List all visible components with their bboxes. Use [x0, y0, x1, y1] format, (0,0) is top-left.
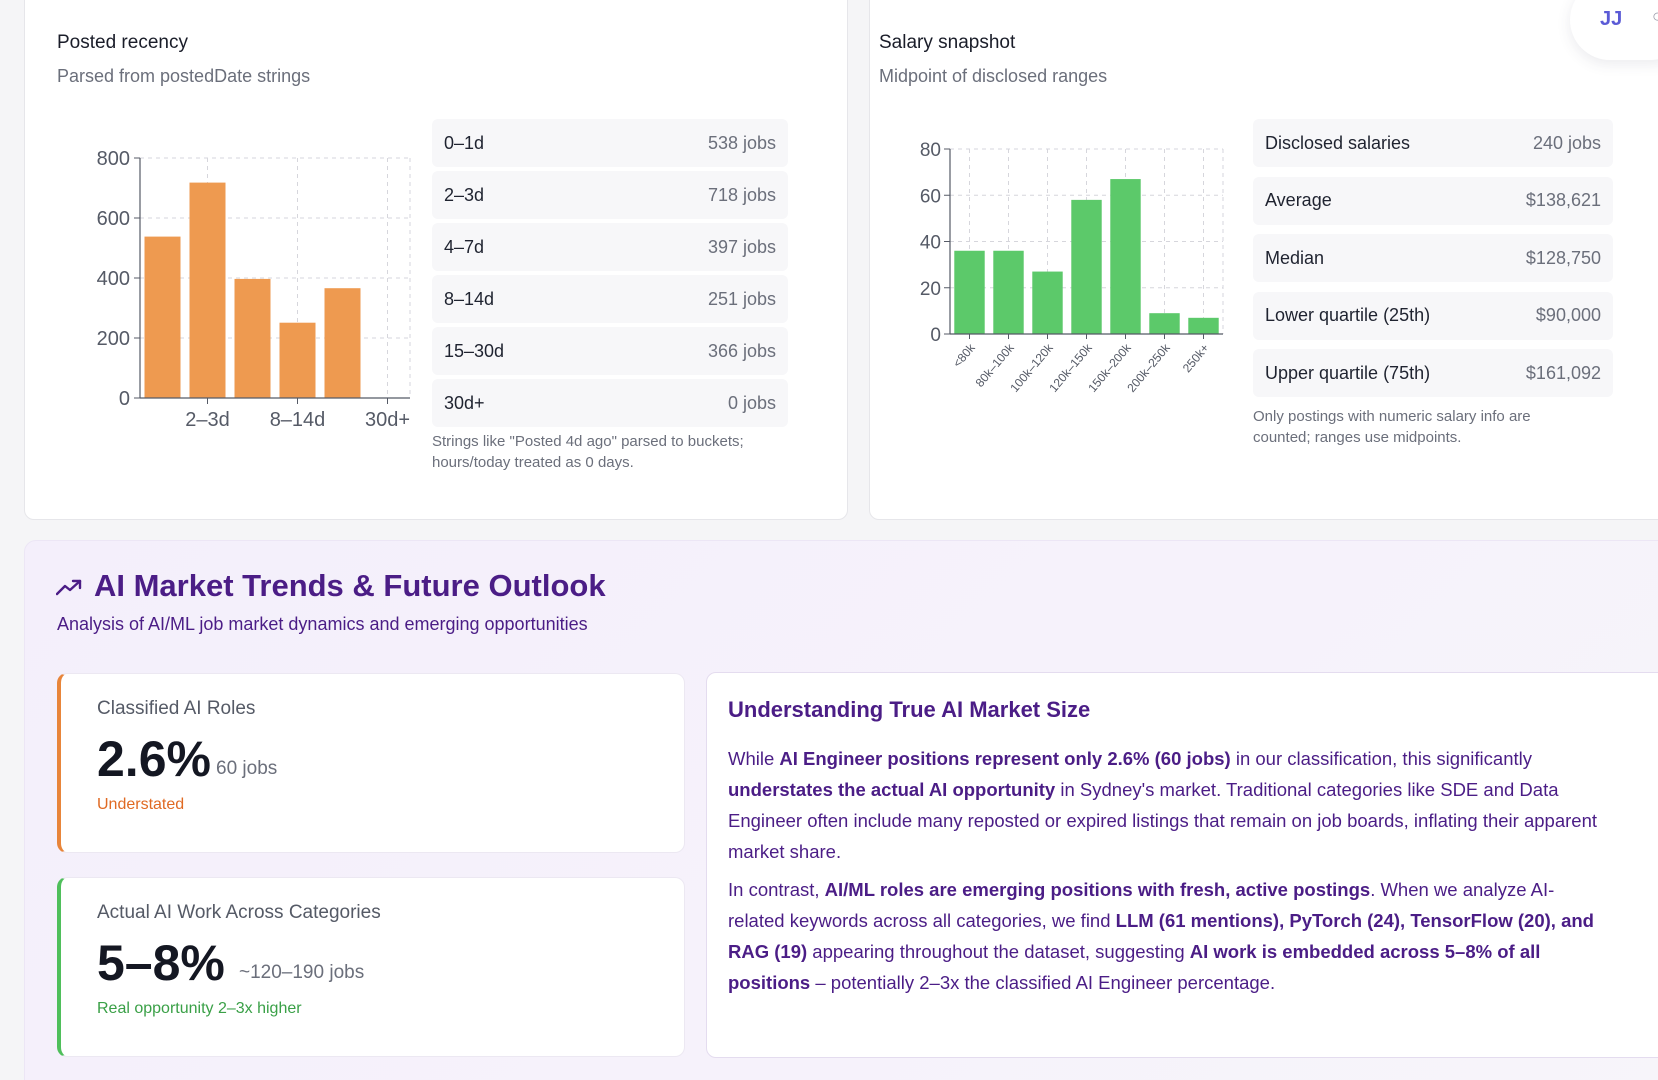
recency-row-label: 30d+ [444, 392, 485, 413]
metric-value: 5–8% [97, 935, 225, 991]
metric-footnote: Understated [97, 796, 185, 813]
insight-title: Understanding True AI Market Size [728, 697, 1091, 722]
salary-row-label: Lower quartile (25th) [1265, 305, 1431, 325]
salary-row-value: $161,092 [1525, 362, 1601, 383]
salary-row: Average $138,621 [1253, 176, 1613, 225]
salary-row-label: Median [1265, 247, 1325, 268]
salary-row: Median $128,750 [1253, 234, 1613, 282]
salary-row-value: $138,621 [1525, 190, 1601, 210]
recency-row: 2–3d 718 jobs [432, 171, 788, 219]
y-tick-label: 60 [920, 186, 941, 207]
metric-count: 60 jobs [216, 758, 278, 779]
salary-row-value: $90,000 [1535, 305, 1601, 325]
ai-market-size-insight-card: Understanding True AI Market Size While … [706, 672, 1658, 1058]
classified-ai-roles-card: Classified AI Roles 2.6% 60 jobs Underst… [57, 673, 685, 853]
y-tick-label: 20 [920, 279, 941, 300]
salary-row-label: Average [1265, 190, 1332, 210]
recency-row-value: 718 jobs [707, 184, 776, 205]
recency-row: 0–1d 538 jobs [432, 119, 788, 167]
bar-<80k [954, 250, 985, 334]
recency-row-label: 2–3d [444, 184, 485, 205]
metric-footnote: Real opportunity 2–3x higher [97, 1000, 302, 1017]
insight-paragraph-2: In contrast, AI/ML roles are emerging po… [728, 879, 1594, 993]
bar-120k–150k [1071, 199, 1102, 334]
bar-250k+ [1188, 317, 1219, 334]
y-tick-label: 0 [119, 388, 130, 410]
salary-row-value: 240 jobs [1532, 132, 1601, 153]
x-tick-label: <80k [950, 340, 978, 370]
recency-subtitle: Parsed from postedDate strings [57, 66, 311, 86]
y-tick-label: 40 [920, 233, 941, 254]
section-title: AI Market Trends & Future Outlook [94, 568, 606, 603]
salary-row-label: Upper quartile (75th) [1265, 362, 1431, 383]
recency-row-label: 8–14d [444, 288, 495, 309]
x-tick-label: 30d+ [365, 409, 410, 431]
bar-8–14d [279, 322, 316, 398]
y-tick-label: 0 [930, 325, 941, 346]
salary-row-label: Disclosed salaries [1265, 132, 1411, 153]
bar-0–1d [144, 236, 181, 398]
recency-row-value: 251 jobs [707, 288, 776, 309]
y-tick-label: 600 [97, 208, 130, 230]
bar-80k–100k [993, 250, 1024, 334]
x-tick-label: 2–3d [185, 409, 230, 431]
salary-note: Only postings with numeric salary info a… [1253, 408, 1531, 446]
recency-chart: 0 200 400 600 800 2–3d 8–14d 30d+ [97, 148, 411, 431]
bar-150k–200k [1110, 179, 1141, 334]
bar-15–30d [324, 288, 361, 398]
y-tick-label: 400 [97, 268, 130, 290]
search-icon[interactable]: ○ [1652, 6, 1658, 26]
insight-paragraph-1: While AI Engineer positions represent on… [728, 748, 1597, 862]
bar-200k–250k [1149, 313, 1180, 334]
recency-row: 15–30d 366 jobs [432, 327, 788, 375]
bar-100k–120k [1032, 271, 1063, 334]
salary-subtitle: Midpoint of disclosed ranges [879, 66, 1108, 86]
actual-ai-work-card: Actual AI Work Across Categories 5–8% ~1… [57, 877, 685, 1057]
recency-row-value: 0 jobs [727, 392, 776, 413]
metric-value: 2.6% [97, 731, 211, 787]
metric-count: ~120–190 jobs [239, 962, 365, 983]
recency-row-value: 366 jobs [707, 340, 776, 361]
section-subtitle: Analysis of AI/ML job market dynamics an… [57, 614, 588, 634]
recency-note: Strings like "Posted 4d ago" parsed to b… [432, 433, 744, 471]
salary-row: Upper quartile (75th) $161,092 [1253, 349, 1613, 397]
salary-row: Disclosed salaries 240 jobs [1253, 119, 1613, 167]
recency-row-label: 15–30d [444, 340, 505, 361]
salary-row-value: $128,750 [1525, 247, 1601, 268]
y-tick-label: 800 [97, 148, 130, 170]
recency-row: 4–7d 397 jobs [432, 223, 788, 271]
metric-label: Classified AI Roles [97, 698, 256, 719]
bar-4–7d [234, 278, 271, 398]
bar-2–3d [189, 182, 226, 398]
user-menu[interactable] [1570, 0, 1658, 60]
recency-row: 30d+ 0 jobs [432, 379, 788, 427]
recency-title: Posted recency [57, 32, 188, 53]
recency-row-label: 0–1d [444, 132, 485, 153]
y-tick-label: 200 [97, 328, 130, 350]
recency-row-value: 397 jobs [707, 236, 776, 257]
recency-row-label: 4–7d [444, 236, 485, 257]
salary-chart: 020406080<80k80k–100k100k–120k120k–150k1… [920, 140, 1224, 395]
recency-row: 8–14d 251 jobs [432, 275, 788, 323]
x-tick-label: 8–14d [270, 409, 326, 431]
metric-label: Actual AI Work Across Categories [97, 902, 381, 923]
x-tick-label: 250k+ [1180, 341, 1212, 375]
user-avatar[interactable]: JJ [1600, 8, 1623, 30]
salary-title: Salary snapshot [879, 32, 1016, 53]
trending-up-icon [56, 579, 82, 596]
salary-row: Lower quartile (25th) $90,000 [1253, 291, 1613, 340]
y-tick-label: 80 [920, 140, 941, 161]
recency-row-value: 538 jobs [707, 132, 776, 153]
